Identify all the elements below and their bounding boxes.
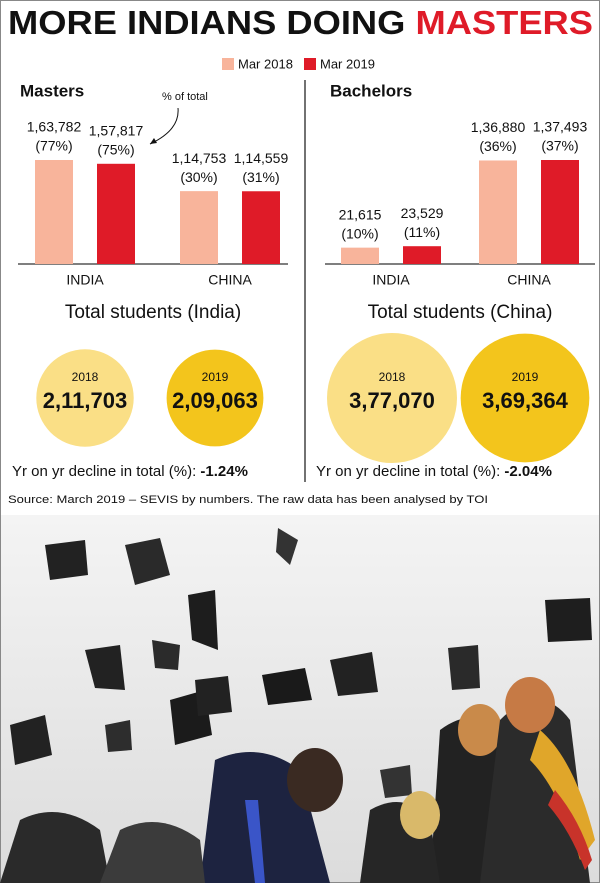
share-label: (31%)	[242, 169, 279, 185]
bar	[541, 160, 579, 264]
bar	[479, 160, 517, 264]
bubble-year: 2019	[202, 370, 229, 384]
totals-title: Total students (India)	[65, 302, 241, 323]
bar	[242, 191, 280, 264]
value-label: 1,36,880	[471, 119, 526, 135]
value-label: 23,529	[401, 205, 444, 221]
bubble-year: 2018	[72, 370, 99, 384]
share-label: (37%)	[541, 138, 578, 154]
value-label: 1,63,782	[27, 119, 82, 135]
total-bubble	[36, 349, 134, 447]
category-label: INDIA	[372, 272, 410, 288]
category-label: INDIA	[66, 272, 104, 288]
bubble-year: 2019	[512, 370, 539, 384]
annotation-arrowhead	[150, 138, 157, 144]
value-label: 1,14,753	[172, 150, 227, 166]
decline-value: -1.24%	[200, 463, 248, 480]
share-label: (30%)	[180, 169, 217, 185]
decline-value: -2.04%	[504, 463, 552, 480]
total-bubble	[327, 333, 457, 463]
totals-title: Total students (China)	[368, 302, 553, 323]
bubble-value: 3,69,364	[482, 388, 568, 413]
decline-text: Yr on yr decline in total (%):	[12, 463, 196, 480]
bubble-value: 3,77,070	[349, 388, 435, 413]
annotation: % of total	[162, 91, 208, 103]
legend-swatch	[222, 58, 234, 70]
bubble-value: 2,09,063	[172, 388, 258, 413]
share-label: (10%)	[341, 225, 378, 241]
bar	[97, 163, 135, 264]
title-highlight: MASTERS	[415, 4, 593, 41]
value-label: 1,14,559	[234, 150, 289, 166]
value-label: 1,37,493	[533, 119, 588, 135]
share-label: (36%)	[479, 138, 516, 154]
title-lead: MORE INDIANS DOING	[8, 4, 405, 41]
bubble-year: 2018	[379, 370, 406, 384]
decline-line: Yr on yr decline in total (%): -1.24%	[12, 463, 248, 480]
legend-label: Mar 2018	[238, 56, 293, 71]
decline-line: Yr on yr decline in total (%): -2.04%	[316, 463, 552, 480]
chart-title: Masters	[20, 81, 84, 100]
value-label: 1,57,817	[89, 122, 144, 138]
legend-label: Mar 2019	[320, 56, 375, 71]
total-bubble	[166, 349, 264, 447]
category-label: CHINA	[208, 272, 252, 288]
chart-title: Bachelors	[330, 81, 412, 100]
decline-text: Yr on yr decline in total (%):	[316, 463, 500, 480]
value-label: 21,615	[339, 206, 382, 222]
legend-swatch	[304, 58, 316, 70]
share-label: (77%)	[35, 138, 72, 154]
share-label: (11%)	[404, 224, 440, 240]
category-label: CHINA	[507, 272, 551, 288]
source: Source: March 2019 – SEVIS by numbers. T…	[8, 494, 488, 506]
bar	[180, 191, 218, 264]
total-bubble	[460, 333, 590, 463]
share-label: (75%)	[97, 141, 134, 157]
photo	[0, 515, 599, 883]
title: MORE INDIANS DOING MASTERS	[8, 4, 593, 41]
bar	[403, 246, 441, 264]
bubble-value: 2,11,703	[43, 388, 127, 413]
bar	[341, 247, 379, 264]
bar	[35, 160, 73, 264]
